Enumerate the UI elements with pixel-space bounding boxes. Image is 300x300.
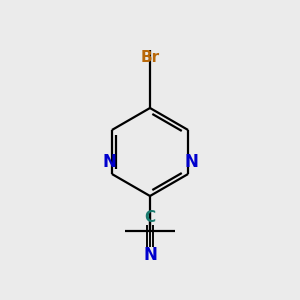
Text: N: N (143, 246, 157, 264)
Text: N: N (102, 153, 116, 171)
Text: N: N (184, 153, 198, 171)
Text: C: C (144, 211, 156, 226)
Text: Br: Br (140, 50, 160, 65)
